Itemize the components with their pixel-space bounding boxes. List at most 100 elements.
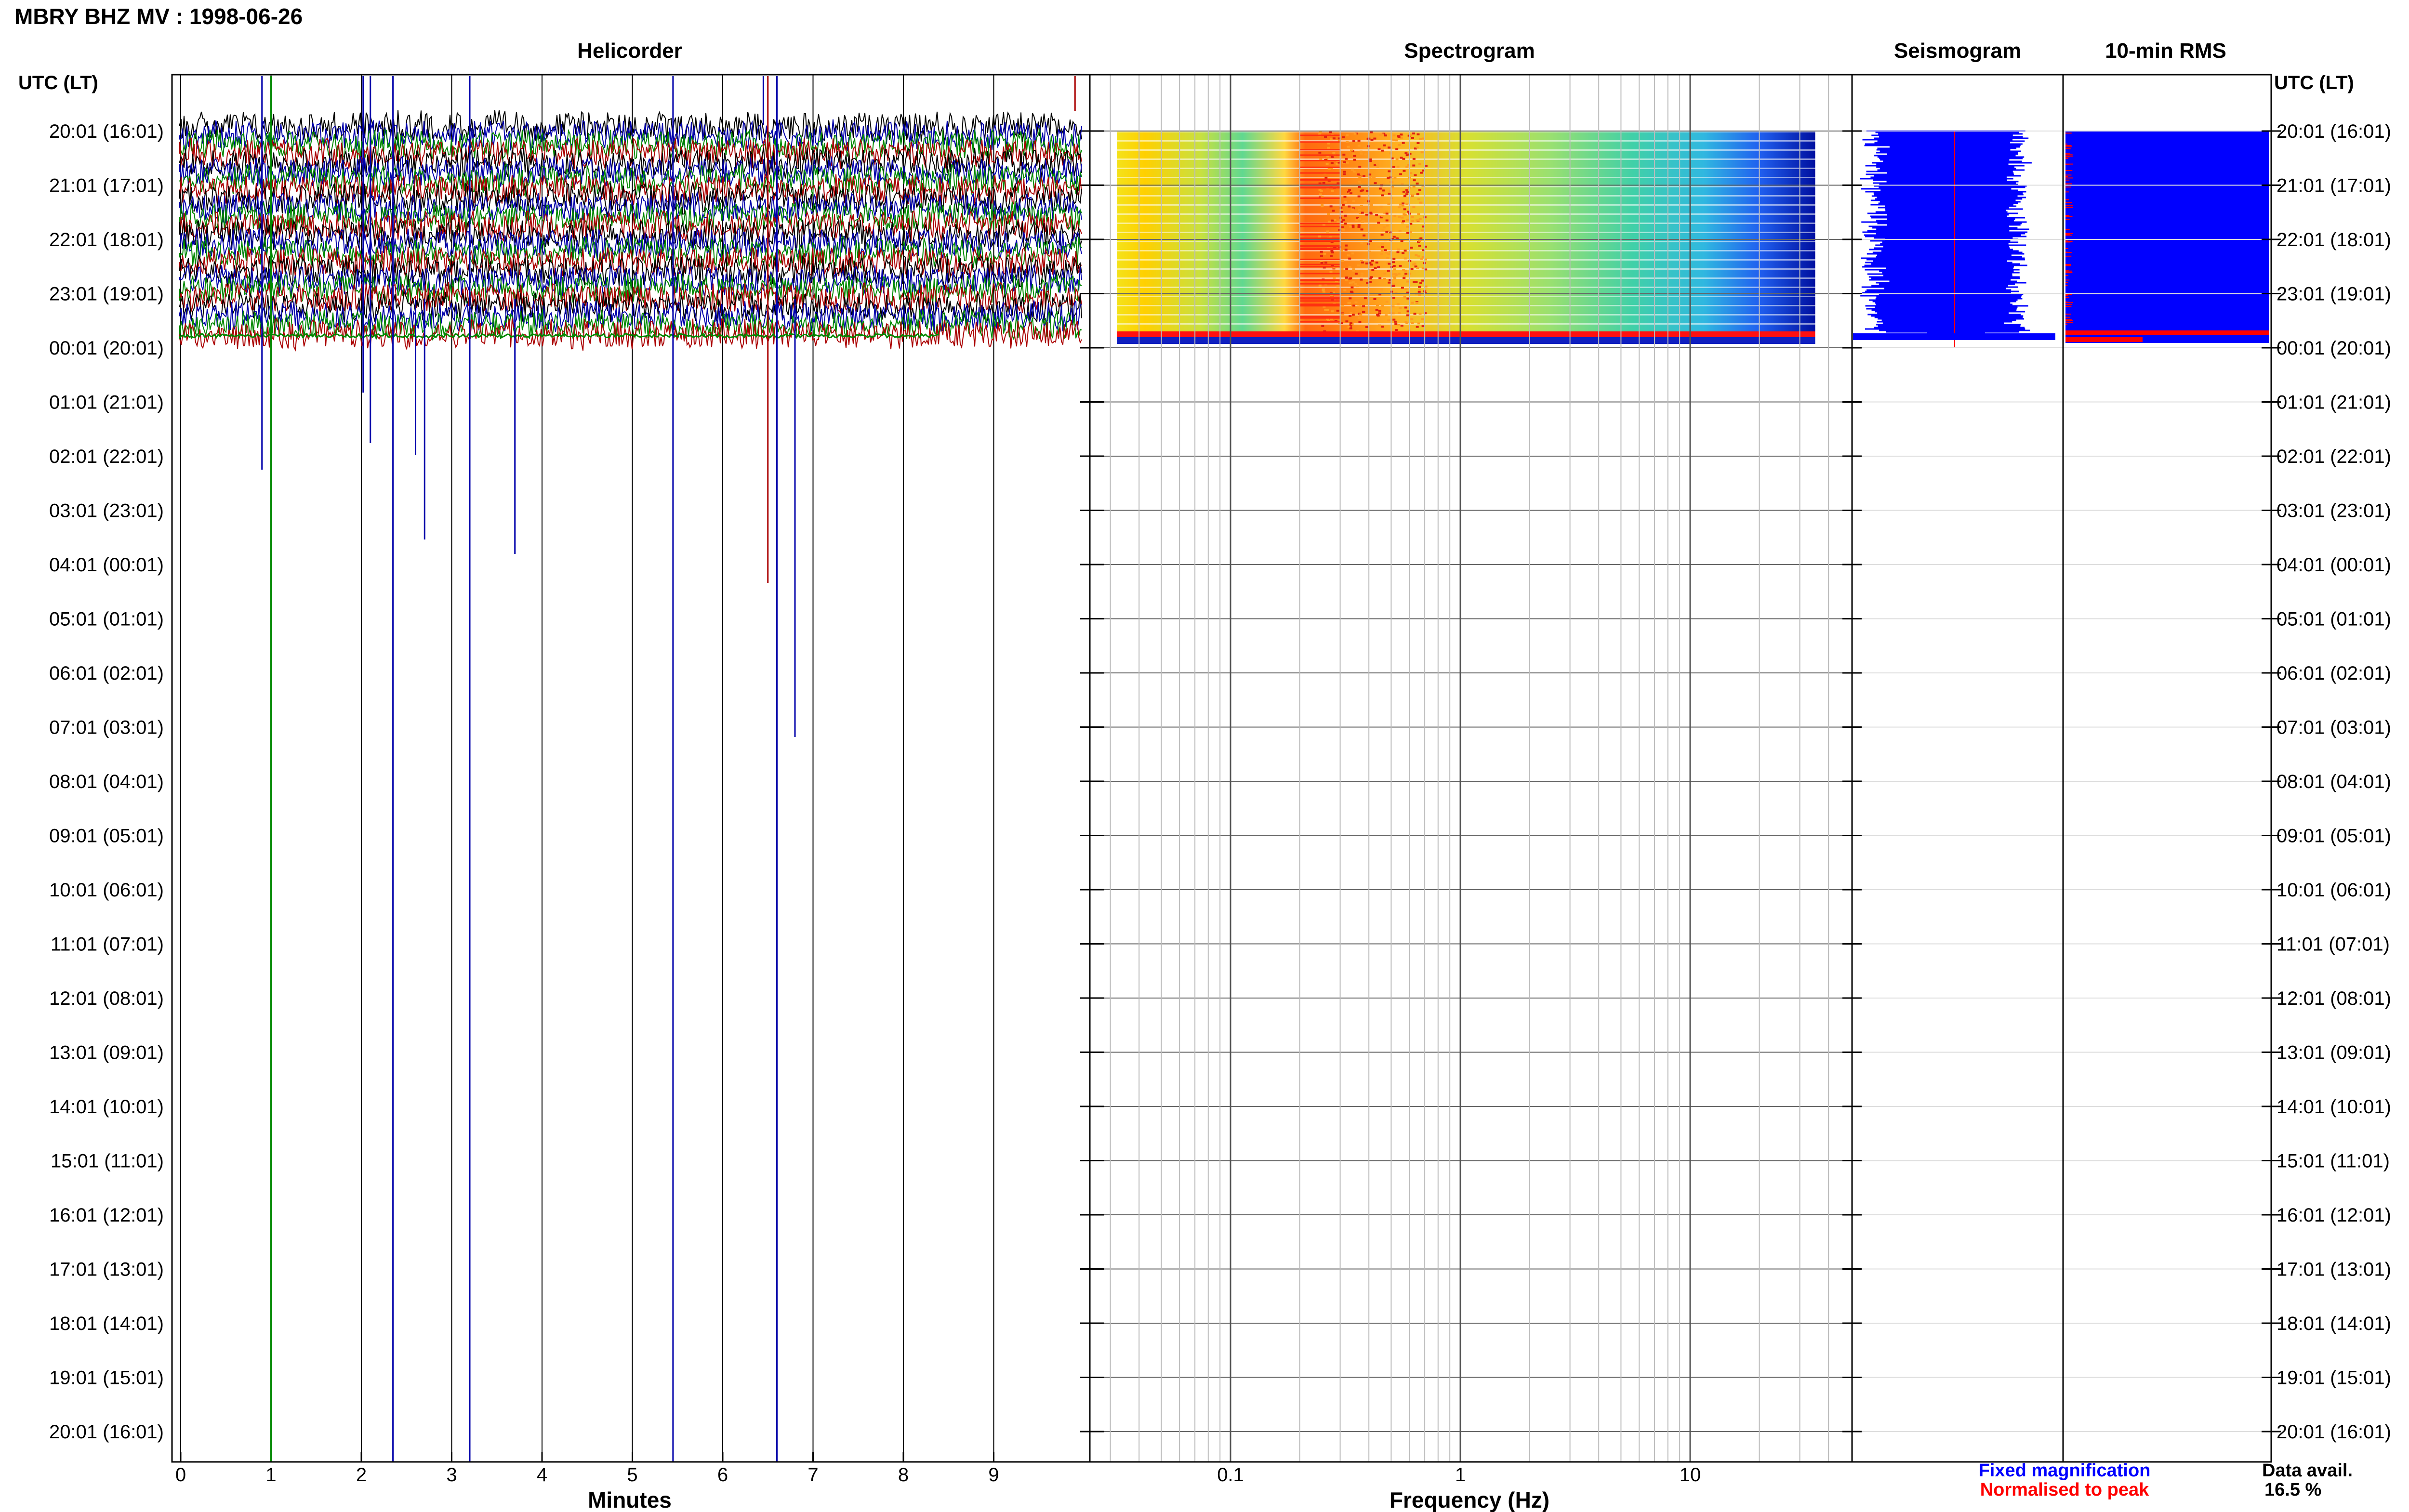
spectrogram-speck <box>1417 289 1421 291</box>
spectrogram-speck <box>1340 209 1343 211</box>
spectrogram-speck <box>1366 137 1370 140</box>
spectrogram-speck <box>1397 248 1400 250</box>
spectrogram-speck <box>1392 265 1396 267</box>
spectrogram-speck <box>1339 207 1343 209</box>
time-label-left: 05:01 (01:01) <box>49 609 164 630</box>
spectrogram-speck <box>1357 195 1361 197</box>
spectrogram-speck <box>1419 282 1422 284</box>
spectrogram-speck <box>1392 261 1395 263</box>
spectrogram-gap <box>1116 268 1815 270</box>
spectrogram-speck <box>1332 291 1335 294</box>
time-label-left: 10:01 (06:01) <box>49 880 164 901</box>
spectrogram-speck <box>1347 254 1350 257</box>
spectrogram-speck <box>1333 219 1337 221</box>
spectrogram-speck <box>1320 255 1323 257</box>
spectrogram-speck <box>1319 131 1322 133</box>
spectrogram-speck <box>1424 292 1427 294</box>
rms-normalised <box>2065 319 2072 320</box>
time-label-left: 12:01 (08:01) <box>49 988 164 1009</box>
helicorder-trace <box>179 317 1082 352</box>
spectrogram-speck <box>1378 312 1381 315</box>
axis-header-right: UTC (LT) <box>2274 72 2354 93</box>
spectrogram-speck <box>1340 322 1343 325</box>
rms-bars <box>2065 131 2269 343</box>
spectrogram-speck <box>1352 200 1355 202</box>
rms-normalised <box>2065 314 2071 315</box>
time-label-right: 00:01 (20:01) <box>2277 338 2391 359</box>
spectrogram-speck <box>1392 134 1396 137</box>
spectrogram-speck <box>1299 141 1340 143</box>
spectrogram-speck <box>1331 310 1334 313</box>
spectrogram-speck <box>1363 175 1366 177</box>
spectrogram-speck <box>1379 216 1383 219</box>
spectrogram-speck <box>1386 224 1389 227</box>
spectrogram-speck <box>1392 258 1396 260</box>
spectrogram-speck <box>1365 262 1368 264</box>
spectrogram-gap <box>1116 131 1815 132</box>
spectrogram-speck <box>1360 260 1363 263</box>
spectrogram-speck <box>1373 298 1377 300</box>
spectrogram-speck <box>1392 276 1396 278</box>
spectrogram-speck <box>1361 189 1364 192</box>
spectrogram-speck <box>1299 300 1340 302</box>
helicorder-trace <box>179 290 1082 324</box>
rms-normalised <box>2065 330 2269 335</box>
spectrogram-speck <box>1334 320 1337 322</box>
spectrogram-speck <box>1383 277 1386 280</box>
spectrogram-speck <box>1389 279 1392 281</box>
spectrogram-speck <box>1330 241 1334 243</box>
spectrogram-speck <box>1318 133 1321 136</box>
spectrogram-speck <box>1381 326 1384 328</box>
spectrogram-speck <box>1366 282 1369 284</box>
spectrogram-speck <box>1327 320 1330 322</box>
spectrogram-speck <box>1412 158 1416 160</box>
spectrogram-speck <box>1337 140 1341 142</box>
panel-frames <box>171 74 2272 1463</box>
spectrogram-speck <box>1362 220 1365 222</box>
rms-normalised <box>2065 264 2071 265</box>
minute-tick-label: 0 <box>175 1464 186 1486</box>
spectrogram-speck <box>1411 137 1415 139</box>
spectrogram-speck <box>1377 246 1380 248</box>
minute-tick-label: 4 <box>537 1464 547 1486</box>
spectrogram-band <box>1116 131 1815 338</box>
spectrogram-speck <box>1417 255 1420 258</box>
spectrogram-speck <box>1299 321 1340 323</box>
time-label-right: 01:01 (21:01) <box>2277 392 2391 413</box>
spectrogram-speck <box>1422 137 1425 140</box>
rms-normalised <box>2065 255 2072 257</box>
spectrogram-speck <box>1418 218 1422 220</box>
spectrogram-speck <box>1390 265 1393 268</box>
spectrogram-speck <box>1368 262 1372 264</box>
spectrogram-speck <box>1405 203 1409 205</box>
spectrogram-speck <box>1329 138 1333 141</box>
spectrogram-speck <box>1358 166 1362 168</box>
spectrogram-speck <box>1363 297 1367 300</box>
spectrogram-speck <box>1410 247 1413 249</box>
spectrogram-speck <box>1375 262 1378 264</box>
spectrogram-speck <box>1321 205 1324 208</box>
spectrogram-speck <box>1330 167 1333 169</box>
time-label-left: 11:01 (07:01) <box>51 934 164 955</box>
spectrogram-speck <box>1381 229 1385 232</box>
time-label-left: 03:01 (23:01) <box>49 500 164 522</box>
spectrogram-speck <box>1343 196 1347 198</box>
spectrogram-speck <box>1321 325 1324 327</box>
spectrogram-speck <box>1423 290 1426 292</box>
spectrogram-speck <box>1416 219 1420 222</box>
rms-normalised <box>2065 265 2071 266</box>
rms-normalised <box>2065 158 2068 159</box>
helicorder-trace <box>179 300 1082 333</box>
spectrogram-speck <box>1368 176 1372 179</box>
spectrogram-edge <box>1116 331 1815 337</box>
spectrogram-speck <box>1299 184 1340 185</box>
spectrogram-speck <box>1390 285 1394 287</box>
spectrogram-speck <box>1373 176 1376 179</box>
spectrogram-speck <box>1355 312 1358 315</box>
spectrogram-speck <box>1392 297 1395 299</box>
spectrogram-speck <box>1411 220 1415 223</box>
time-labels-left: 20:01 (16:01) 21:01 (17:01) 22:01 (18:01) 2… <box>49 121 164 1443</box>
figure-title: MBRY BHZ MV : 1998-06-26 <box>14 4 303 29</box>
spectrogram-speck <box>1418 163 1421 165</box>
spectrogram-speck <box>1350 290 1353 293</box>
